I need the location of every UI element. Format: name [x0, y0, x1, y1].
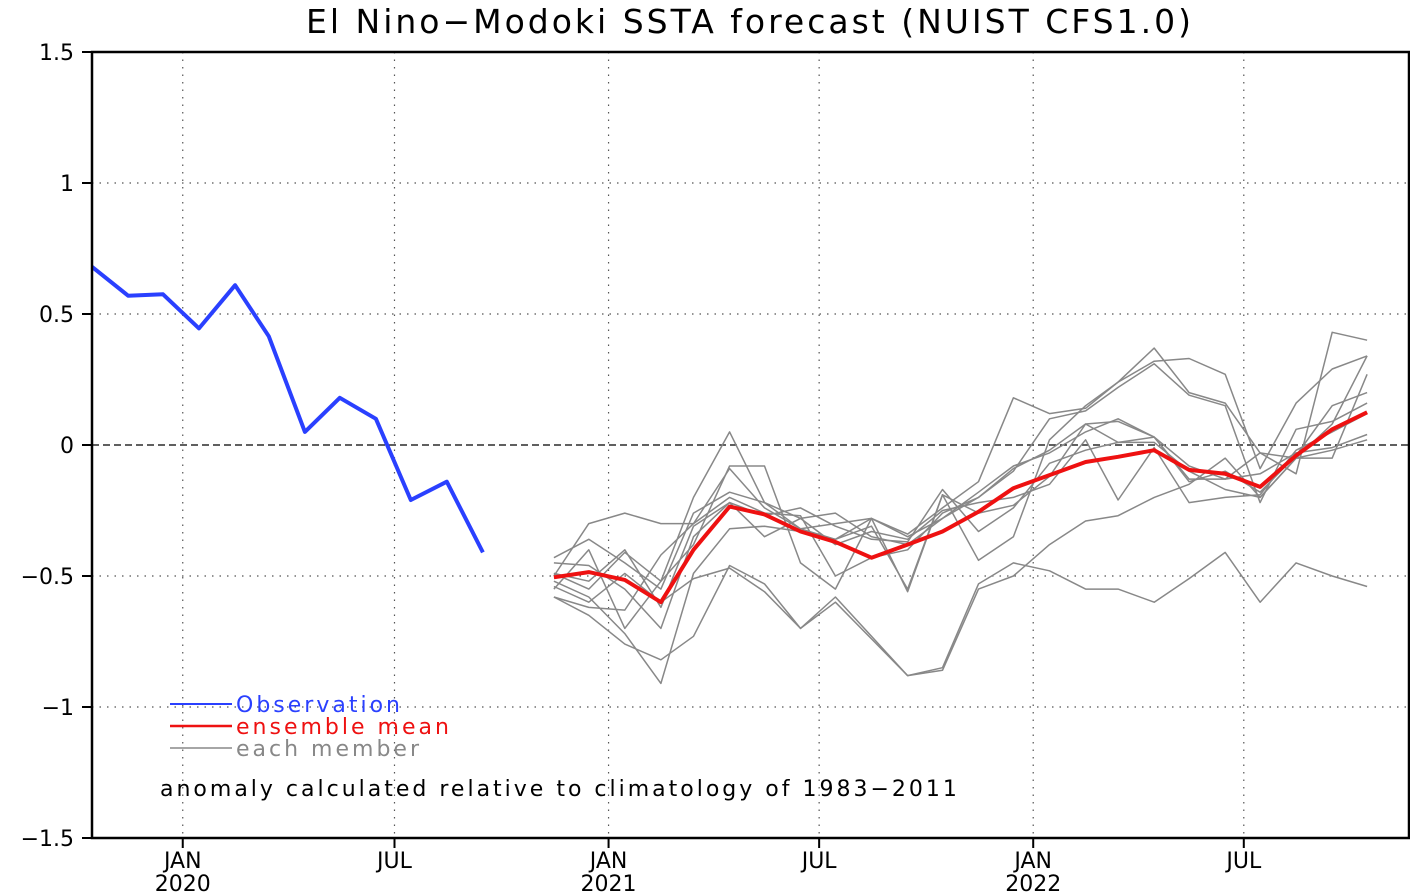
x-tick-year-0: 2020: [155, 872, 211, 895]
member-line-3: [553, 331, 1368, 590]
y-tick-label-5: −1: [42, 696, 74, 721]
member-lines: [553, 331, 1368, 685]
y-tick-label-3: 0: [60, 434, 74, 459]
x-tick-month-5: JUL: [1224, 849, 1262, 874]
chart-note: anomaly calculated relative to climatolo…: [160, 777, 960, 802]
member-line-6: [553, 412, 1368, 630]
y-tick-label-2: 0.5: [39, 303, 74, 328]
x-tick-month-1: JUL: [375, 849, 413, 874]
y-tick-label-6: −1.5: [21, 827, 74, 852]
x-tick-month-3: JUL: [800, 849, 838, 874]
x-tick-month-4: JAN: [1012, 849, 1052, 874]
member-line-8: [553, 374, 1368, 677]
legend-label-observation: Observation: [236, 693, 403, 718]
observation-line: [90, 265, 485, 554]
y-tick-label-1: 1: [60, 172, 74, 197]
member-line-1: [553, 391, 1368, 590]
x-tick-month-2: JAN: [588, 849, 628, 874]
legend: Observation ensemble mean each member: [170, 693, 452, 762]
x-tick-month-0: JAN: [162, 849, 202, 874]
member-line-10: [553, 433, 1368, 609]
x-tick-year-2: 2021: [581, 872, 637, 895]
y-tick-label-0: 1.5: [39, 41, 74, 66]
y-tick-label-4: −0.5: [21, 565, 74, 590]
member-line-9: [553, 551, 1368, 677]
chart-title: El Nino−Modoki SSTA forecast (NUIST CFS1…: [306, 2, 1194, 41]
member-line-7: [553, 423, 1368, 685]
x-tick-year-4: 2022: [1005, 872, 1061, 895]
y-axis-ticks: 1.5 1 0.5 0 −0.5 −1 −1.5: [21, 41, 92, 852]
member-line-5: [553, 363, 1368, 611]
ensemble-mean-line: [553, 410, 1368, 605]
legend-label-each-member: each member: [236, 737, 422, 762]
legend-label-ensemble-mean: ensemble mean: [236, 715, 452, 740]
